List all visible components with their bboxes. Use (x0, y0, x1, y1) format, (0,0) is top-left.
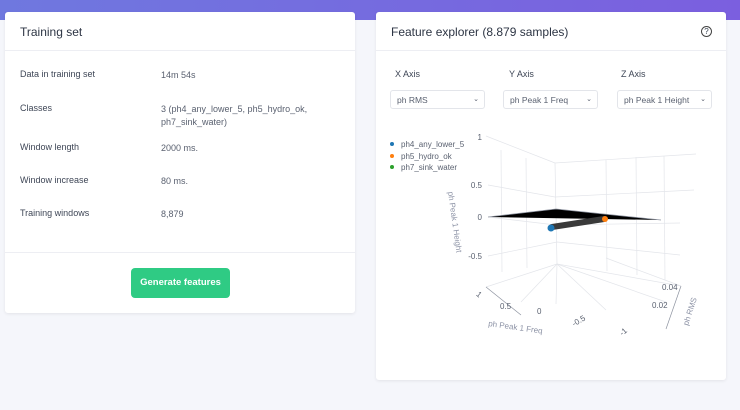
x-axis-select[interactable]: ph RMS ⌄ (390, 90, 485, 109)
legend-label: ph7_sink_water (401, 163, 457, 172)
row-classes: Classes 3 (ph4_any_lower_5, ph5_hydro_ok,… (20, 103, 307, 127)
divider (5, 252, 355, 253)
y-tick: -1 (618, 326, 630, 338)
z-tick: 0.5 (471, 181, 483, 190)
legend-label: ph4_any_lower_5 (401, 140, 465, 149)
x-axis-value: ph RMS (397, 95, 428, 105)
y-axis-select[interactable]: ph Peak 1 Freq ⌄ (503, 90, 598, 109)
row-training-windows: Training windows 8,879 (20, 208, 184, 219)
row-window-length: Window length 2000 ms. (20, 142, 198, 153)
row-value: 14m 54s (161, 70, 196, 80)
row-label: Window increase (20, 175, 89, 185)
x-tick: 0.02 (652, 301, 668, 310)
row-label: Classes (20, 103, 53, 113)
z-axis-value: ph Peak 1 Height (624, 95, 690, 105)
data-point (547, 224, 555, 232)
z-tick: 0 (478, 213, 483, 222)
training-set-card: Training set Data in training set 14m 54s… (5, 12, 355, 313)
row-value: 80 ms. (161, 176, 189, 186)
row-value: 2000 ms. (161, 143, 199, 153)
y-tick: 0 (537, 307, 542, 316)
axis-lines (485, 208, 682, 330)
y-tick: 0.5 (500, 302, 512, 311)
help-icon[interactable]: ? (701, 26, 712, 37)
y-tick: 1 (474, 290, 484, 300)
scatter-3d-plot[interactable]: ph4_any_lower_5 ph5_hydro_ok ph7_sink_wa… (376, 122, 726, 362)
legend-marker (390, 165, 394, 169)
y-axis-title: ph Peak 1 Freq (488, 319, 543, 336)
row-window-increase: Window increase 80 ms. (20, 175, 188, 186)
z-axis-title: ph Peak 1 Height (446, 191, 464, 254)
row-label: Data in training set (20, 69, 96, 79)
z-tick: -0.5 (468, 252, 482, 261)
row-value: 8,879 (161, 209, 184, 219)
y-axis-label: Y Axis (509, 69, 534, 79)
data-point (602, 216, 608, 222)
data-points (549, 216, 607, 230)
training-set-title: Training set (5, 12, 355, 51)
x-axis-title: ph RMS (681, 296, 698, 326)
y-axis-value: ph Peak 1 Freq (510, 95, 569, 105)
x-tick: 0.04 (662, 283, 678, 292)
y-tick: -0.5 (571, 313, 588, 328)
generate-features-button[interactable]: Generate features (131, 268, 230, 298)
row-value: 3 (ph4_any_lower_5, ph5_hydro_ok, ph7_si… (161, 104, 308, 127)
chevron-down-icon: ⌄ (700, 96, 706, 103)
z-axis-select[interactable]: ph Peak 1 Height ⌄ (617, 90, 712, 109)
legend: ph4_any_lower_5 ph5_hydro_ok ph7_sink_wa… (390, 140, 465, 172)
chevron-down-icon: ⌄ (586, 96, 592, 103)
z-axis-label: Z Axis (621, 69, 646, 79)
legend-marker (390, 142, 394, 146)
row-data: Data in training set 14m 54s (20, 69, 196, 80)
z-tick: 1 (478, 133, 483, 142)
feature-explorer-card: Feature explorer (8.879 samples) ? X Axi… (376, 12, 726, 380)
chevron-down-icon: ⌄ (473, 96, 479, 103)
row-label: Window length (20, 142, 80, 152)
row-label: Training windows (20, 208, 90, 218)
legend-marker (390, 154, 394, 158)
x-axis-label: X Axis (395, 69, 421, 79)
legend-label: ph5_hydro_ok (401, 152, 453, 161)
feature-explorer-title: Feature explorer (8.879 samples) (376, 12, 726, 51)
